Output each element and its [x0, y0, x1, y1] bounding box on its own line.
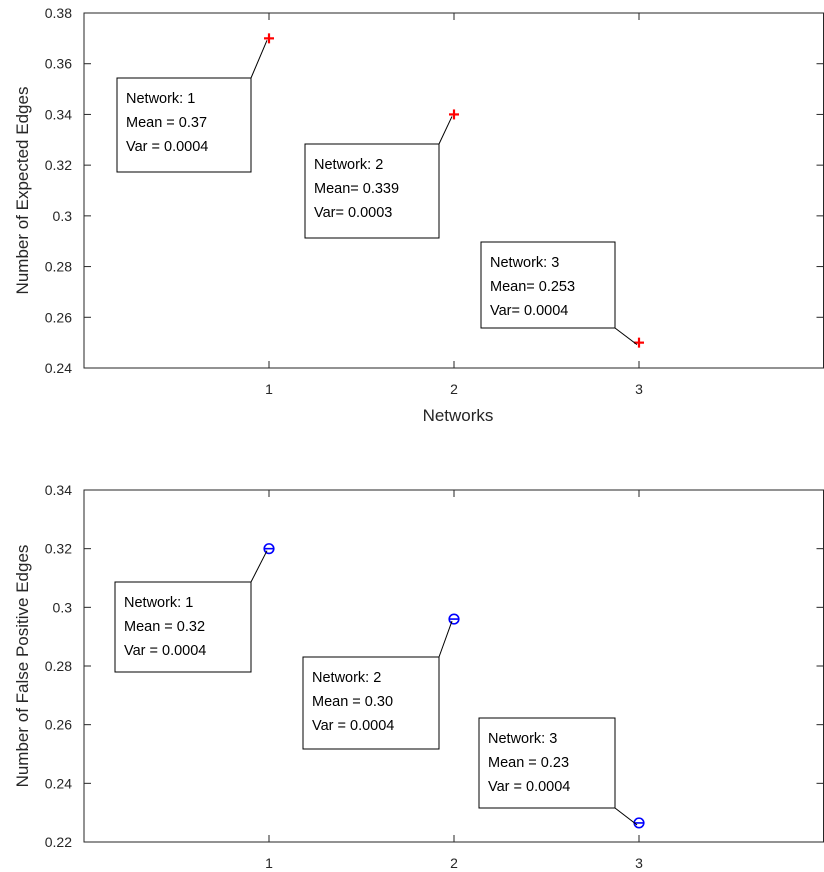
data-point — [264, 33, 274, 44]
annotation-box — [480, 241, 616, 329]
annotation: Network: 2 Mean = 0.30 Var = 0.0004 — [302, 620, 453, 750]
annotation: Network: 3 Mean = 0.23 Var = 0.0004 — [478, 717, 638, 826]
annotation-text: Network: 3 — [488, 731, 557, 747]
x-tick-label: 3 — [635, 855, 643, 871]
annotation-box — [114, 581, 252, 673]
y-tick-label: 0.32 — [45, 157, 72, 173]
x-axis-label: Networks — [423, 406, 494, 425]
annotation-box — [478, 717, 616, 809]
false-positive-edges-plot: 0.22 0.24 0.26 0.28 0.3 0.32 0.34 1 2 3 Number of … — [13, 482, 824, 871]
x-tick-label: 1 — [265, 381, 273, 397]
y-tick-label: 0.28 — [45, 658, 72, 674]
data-point — [449, 109, 459, 120]
y-axis-label: Number of Expected Edges — [13, 87, 32, 295]
annotation-text: Network: 1 — [124, 595, 193, 611]
annotation-text: Var= 0.0003 — [314, 205, 392, 221]
y-tick-label: 0.24 — [45, 775, 72, 791]
x-tick-label: 2 — [450, 381, 458, 397]
annotation-leader-line — [250, 550, 268, 583]
annotation-text: Network: 2 — [314, 157, 383, 173]
annotation-leader-line — [614, 807, 638, 826]
annotation: Network: 3 Mean= 0.253 Var= 0.0004 — [480, 241, 638, 346]
annotation-text: Mean = 0.30 — [312, 694, 393, 710]
x-tick-label: 2 — [450, 855, 458, 871]
y-tick-label: 0.36 — [45, 56, 72, 72]
annotation-text: Network: 1 — [126, 91, 195, 107]
x-tick-label: 1 — [265, 855, 273, 871]
y-tick-label: 0.3 — [53, 599, 73, 615]
annotation-text: Var = 0.0004 — [312, 718, 394, 734]
y-tick-label: 0.38 — [45, 5, 72, 21]
annotation-leader-line — [614, 327, 638, 346]
annotation-leader-line — [438, 620, 453, 658]
y-tick-label: 0.22 — [45, 834, 72, 850]
annotation-text: Var = 0.0004 — [488, 779, 570, 795]
annotation-leader-line — [250, 40, 268, 79]
y-tick-label: 0.3 — [53, 208, 73, 224]
data-point — [263, 543, 275, 555]
annotation-box — [116, 77, 252, 173]
y-tick-label: 0.34 — [45, 106, 72, 122]
expected-edges-plot: 0.24 0.26 0.28 0.3 0.32 0.34 0.36 0.38 1 2 3 Number… — [13, 5, 824, 425]
annotation-text: Var= 0.0004 — [490, 303, 568, 319]
annotation-text: Mean = 0.37 — [126, 115, 207, 131]
annotation-text: Mean= 0.253 — [490, 279, 575, 295]
annotation-box — [304, 143, 440, 239]
annotation-text: Var = 0.0004 — [124, 643, 206, 659]
annotation-text: Mean = 0.32 — [124, 619, 205, 635]
annotation: Network: 1 Mean = 0.32 Var = 0.0004 — [114, 550, 268, 673]
y-tick-label: 0.26 — [45, 309, 72, 325]
annotation-text: Network: 2 — [312, 670, 381, 686]
y-tick-label: 0.26 — [45, 717, 72, 733]
annotation-leader-line — [438, 116, 453, 145]
annotation-text: Var = 0.0004 — [126, 139, 208, 155]
annotation: Network: 1 Mean = 0.37 Var = 0.0004 — [116, 40, 268, 173]
annotation-text: Network: 3 — [490, 255, 559, 271]
annotation-text: Mean = 0.23 — [488, 755, 569, 771]
annotation: Network: 2 Mean= 0.339 Var= 0.0003 — [304, 116, 453, 239]
annotation-box — [302, 656, 440, 750]
data-point — [448, 613, 460, 625]
y-tick-label: 0.28 — [45, 259, 72, 275]
y-tick-label: 0.34 — [45, 482, 72, 498]
annotation-text: Mean= 0.339 — [314, 181, 399, 197]
y-tick-label: 0.24 — [45, 360, 72, 376]
x-tick-label: 3 — [635, 381, 643, 397]
data-point — [634, 337, 644, 348]
axes-box — [83, 12, 824, 369]
y-axis-label: Number of False Positive Edges — [13, 545, 32, 788]
y-tick-label: 0.32 — [45, 541, 72, 557]
data-point — [633, 817, 645, 829]
